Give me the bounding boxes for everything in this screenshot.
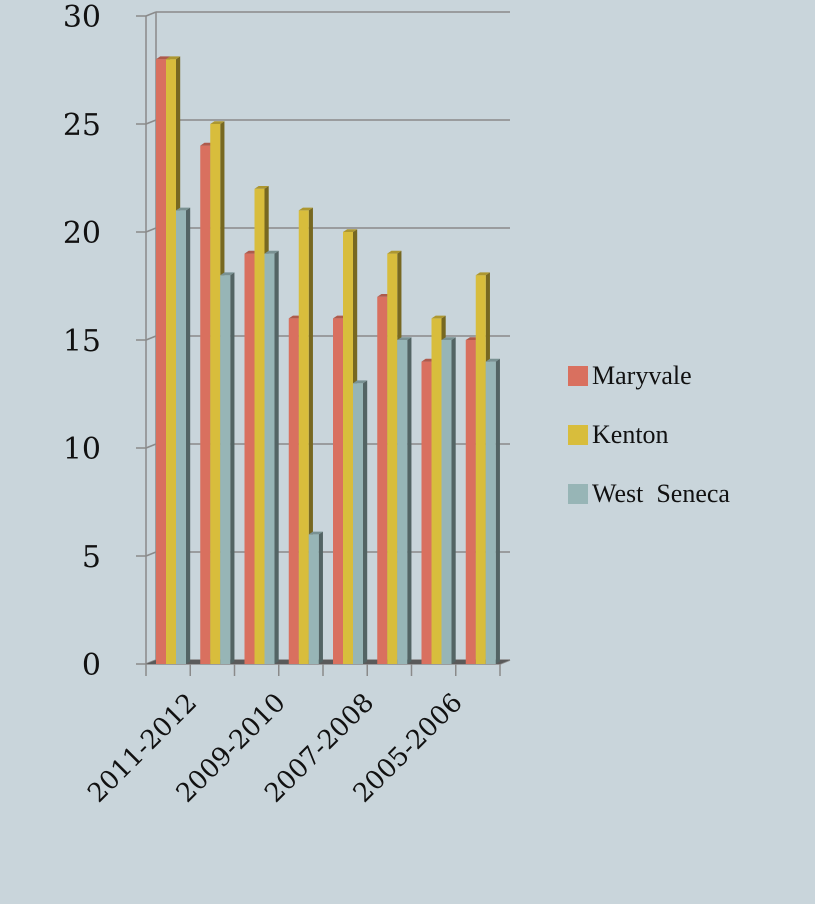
bar-top: [264, 250, 279, 254]
y-tick-label: 20: [63, 216, 101, 251]
bar-front: [441, 340, 452, 664]
bar-top: [441, 337, 456, 340]
bar-top: [475, 272, 490, 276]
bar-side: [230, 272, 235, 664]
bar-front: [475, 275, 486, 664]
bar-front: [465, 340, 476, 664]
bar-side: [495, 358, 500, 664]
y-tick-label: 30: [63, 0, 101, 35]
bar-top: [176, 207, 191, 211]
bar-front: [264, 253, 275, 664]
bar-top: [156, 56, 171, 60]
bar-front: [288, 318, 299, 664]
gridline-side: [145, 11, 157, 17]
legend-label: Maryvale: [592, 361, 692, 390]
bar-front: [298, 210, 309, 664]
bar-top: [308, 531, 323, 535]
y-tick-label: 25: [63, 108, 101, 143]
legend-swatch: [568, 484, 588, 504]
bar-top: [254, 186, 269, 189]
bar-top: [210, 121, 225, 124]
bars: [156, 56, 500, 665]
bar: [264, 250, 279, 665]
bar-front: [220, 275, 231, 664]
y-tick-label: 15: [63, 324, 101, 359]
bar-front: [485, 361, 496, 664]
bar: [353, 380, 368, 664]
bar-front: [210, 124, 221, 664]
bar-top: [298, 207, 313, 211]
bar-side: [363, 380, 368, 664]
bar-top: [166, 56, 181, 60]
gridline-side: [145, 551, 157, 557]
legend-label: West Seneca: [592, 479, 730, 508]
legend: Maryvale Kenton West Seneca: [568, 361, 730, 508]
bar-side: [186, 207, 191, 664]
y-tick-label: 10: [63, 432, 101, 467]
bar-side: [451, 337, 456, 664]
legend-swatch: [568, 425, 588, 445]
bar: [176, 207, 191, 664]
bar: [441, 337, 456, 664]
bar-front: [244, 253, 255, 664]
bar-front: [431, 318, 442, 664]
y-tick-label: 5: [82, 540, 101, 575]
bar-top: [353, 380, 368, 384]
bar: [220, 272, 235, 664]
bar-side: [274, 250, 279, 665]
bar-top: [387, 250, 402, 254]
gridline-side: [145, 443, 157, 449]
bar: [397, 337, 412, 664]
legend-swatch: [568, 366, 588, 386]
bar-front: [254, 188, 265, 665]
bar-front: [200, 145, 211, 665]
chart-floor: [146, 660, 510, 664]
bar-side: [318, 531, 323, 664]
legend-label: Kenton: [592, 420, 669, 449]
bar-front: [333, 318, 343, 664]
bar-front: [176, 210, 186, 664]
gridline-side: [145, 119, 157, 125]
y-tick-label: 0: [82, 648, 101, 683]
bar: [308, 531, 323, 664]
bar-front: [397, 340, 408, 664]
bar-top: [343, 229, 358, 232]
gridline-side: [145, 335, 157, 341]
bar-front: [156, 59, 166, 664]
bar-top: [220, 272, 235, 276]
bar-front: [308, 534, 319, 664]
bar-side: [407, 337, 412, 664]
bar-front: [421, 361, 432, 664]
bar-front: [353, 383, 363, 664]
bar-front: [377, 296, 388, 664]
gridline-side: [145, 227, 157, 233]
bar-top: [431, 315, 446, 319]
bar-front: [387, 253, 398, 664]
bar: [485, 358, 500, 664]
bar-top: [397, 337, 412, 340]
bar-top: [485, 358, 500, 362]
bar-front: [166, 59, 176, 664]
bar-front: [343, 232, 353, 664]
y-axis-ticks: 0 5 10 15 20 25 30: [63, 0, 101, 683]
